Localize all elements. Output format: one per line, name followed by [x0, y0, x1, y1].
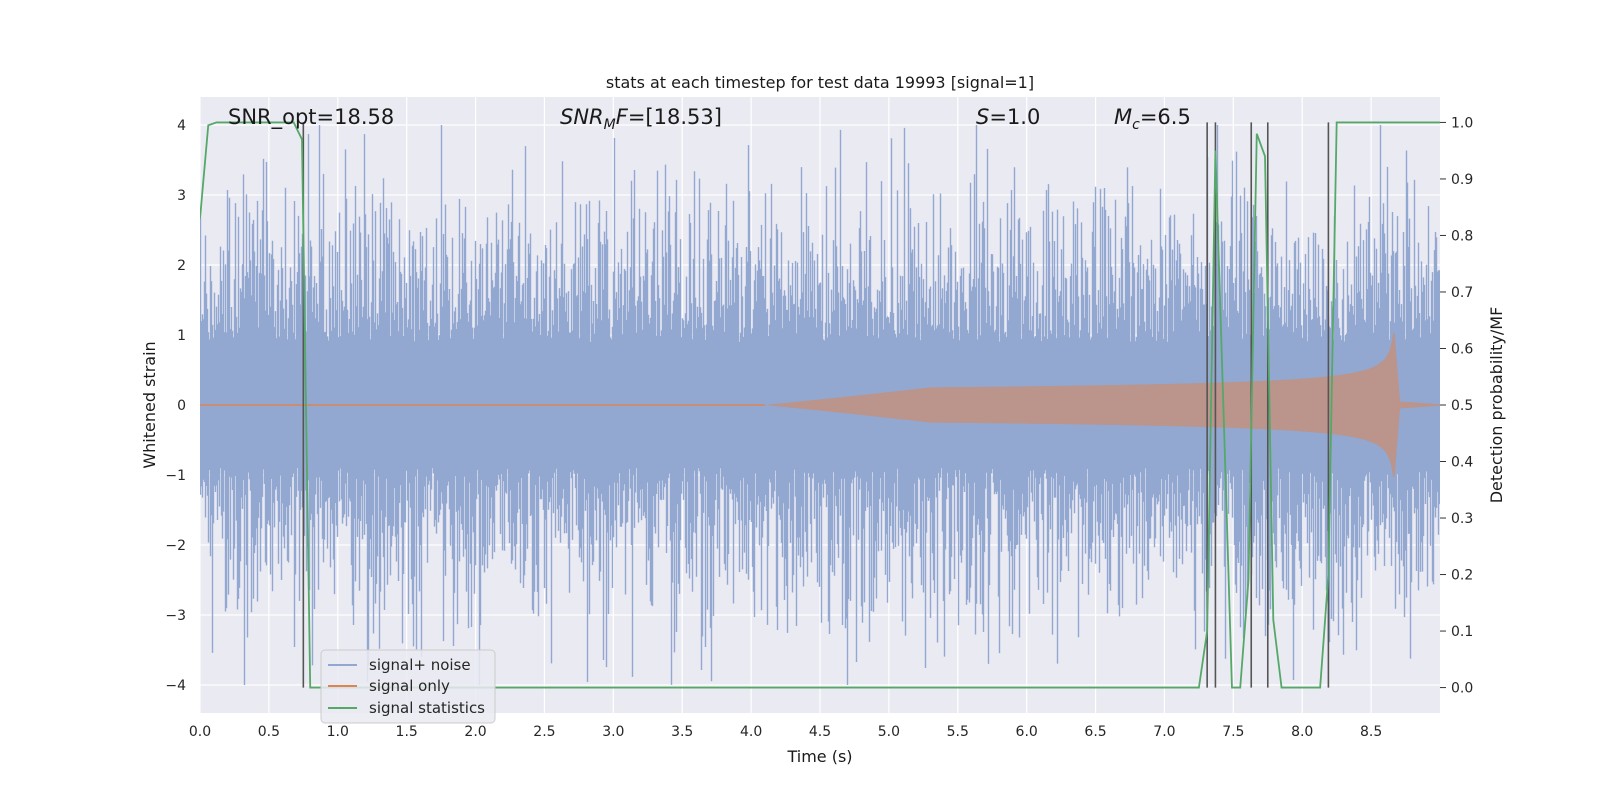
legend-label-signal-statistics: signal statistics [369, 699, 485, 717]
x-tick-label: 5.5 [947, 724, 969, 740]
x-tick-label: 3.0 [602, 724, 624, 740]
annotation-snr-mf-sub: M [604, 117, 616, 133]
y2-tick-label: 0.9 [1451, 172, 1473, 188]
annotation-mc-prefix: M [1114, 105, 1132, 129]
annotation-s-prefix: S [976, 105, 989, 129]
x-axis-ticks: 0.0 0.5 1.0 1.5 2.0 2.5 3.0 3.5 4.0 4.5 5.0 5.5 6.0 6… [189, 724, 1382, 740]
annotation-snr-mf-prefix: SNR [560, 105, 604, 129]
annotation-s-value: =1.0 [989, 105, 1040, 129]
x-tick-label: 1.0 [327, 724, 349, 740]
y-tick-label: −4 [165, 678, 186, 694]
annotation-mc-sub: c [1132, 117, 1140, 133]
y2-tick-label: 0.5 [1451, 398, 1473, 414]
x-tick-label: 2.5 [533, 724, 555, 740]
y-tick-label: −2 [165, 538, 186, 554]
x-tick-label: 2.0 [464, 724, 486, 740]
y-tick-label: 1 [177, 328, 186, 344]
y-axis-label: Whitened strain [140, 341, 159, 468]
x-tick-label: 6.0 [1016, 724, 1038, 740]
x-tick-label: 6.5 [1084, 724, 1106, 740]
legend: signal+ noise signal only signal statist… [320, 649, 496, 724]
legend-label-signal-only: signal only [369, 677, 450, 695]
y2-tick-label: 0.3 [1451, 511, 1473, 527]
legend-box [320, 649, 496, 724]
y2-tick-label: 0.6 [1451, 341, 1473, 357]
annotation-snr-mf-value: =[18.53] [628, 105, 722, 129]
annotation-snr-mf: SNRMF=[18.53] [560, 105, 722, 133]
x-tick-label: 7.0 [1153, 724, 1175, 740]
y-tick-label: −1 [165, 468, 186, 484]
y-tick-label: 4 [177, 118, 186, 134]
x-tick-label: 8.5 [1360, 724, 1382, 740]
series-signal-only [200, 332, 1440, 478]
x-tick-label: 7.5 [1222, 724, 1244, 740]
y-tick-label: −3 [165, 608, 186, 624]
y2-tick-label: 0.8 [1451, 228, 1473, 244]
y2-tick-label: 0.7 [1451, 285, 1473, 301]
y2-axis-ticks: 0.0 0.1 0.2 0.3 0.4 0.5 0.6 0.7 0.8 0.9 1.0 [1440, 115, 1473, 697]
y-tick-label: 0 [177, 398, 186, 414]
x-tick-label: 5.0 [878, 724, 900, 740]
y-tick-label: 3 [177, 188, 186, 204]
y-axis-ticks: −4 −3 −2 −1 0 1 2 3 4 [165, 118, 186, 694]
annotation-mc: Mc=6.5 [1114, 105, 1191, 133]
annotation-s: S=1.0 [976, 105, 1040, 129]
chirp-envelope [200, 332, 1440, 478]
y2-axis-label: Detection probability/MF [1487, 307, 1506, 504]
annotation-mc-value: =6.5 [1140, 105, 1191, 129]
statistics-line [200, 121, 1440, 689]
x-axis-label: Time (s) [786, 747, 852, 766]
x-tick-label: 4.0 [740, 724, 762, 740]
plot-layers [200, 121, 1440, 689]
x-tick-label: 1.5 [396, 724, 418, 740]
annotation-snr-opt: SNR_opt=18.58 [228, 105, 394, 130]
x-tick-label: 4.5 [809, 724, 831, 740]
y-tick-label: 2 [177, 258, 186, 274]
x-tick-label: 3.5 [671, 724, 693, 740]
x-tick-label: 0.5 [258, 724, 280, 740]
series-signal-statistics [200, 121, 1440, 689]
annotation-snr-mf-suffix-italic: F [616, 105, 629, 129]
x-tick-label: 0.0 [189, 724, 211, 740]
legend-label-signal-plus-noise: signal+ noise [369, 656, 471, 674]
y2-tick-label: 1.0 [1451, 115, 1473, 131]
chart-title: stats at each timestep for test data 199… [606, 73, 1034, 92]
y2-tick-label: 0.1 [1451, 624, 1473, 640]
y2-tick-label: 0.2 [1451, 568, 1473, 584]
x-tick-label: 8.0 [1291, 724, 1313, 740]
y2-tick-label: 0.0 [1451, 681, 1473, 697]
y2-tick-label: 0.4 [1451, 455, 1473, 471]
